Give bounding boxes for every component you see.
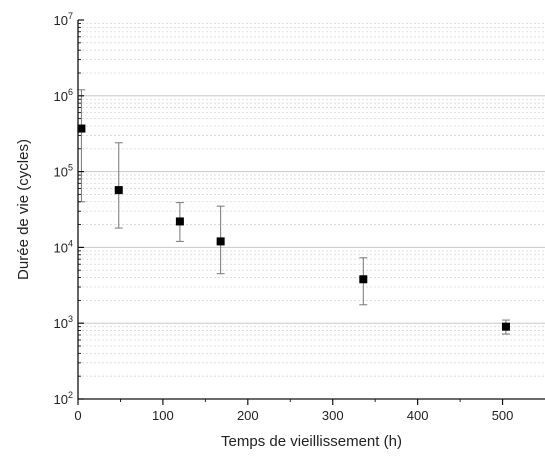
data-point xyxy=(501,322,510,331)
y-tick-label: 103 xyxy=(54,314,73,331)
y-tick-exponent: 7 xyxy=(68,11,73,21)
y-tick-base: 10 xyxy=(54,13,68,28)
y-tick-base: 10 xyxy=(54,240,68,255)
y-tick-label: 106 xyxy=(54,87,73,104)
y-tick-base: 10 xyxy=(54,392,68,407)
y-tick-label: 104 xyxy=(54,238,73,255)
x-tick-label: 100 xyxy=(152,408,174,423)
y-tick-base: 10 xyxy=(54,89,68,104)
data-point xyxy=(359,275,368,284)
y-tick-exponent: 2 xyxy=(68,390,73,400)
y-tick-exponent: 4 xyxy=(68,238,73,248)
x-tick-label: 400 xyxy=(407,408,429,423)
error-bar xyxy=(114,142,123,229)
data-point xyxy=(77,124,86,133)
data-point xyxy=(175,217,184,226)
y-tick-label: 107 xyxy=(54,11,73,28)
data-point xyxy=(216,237,225,246)
y-tick-base: 10 xyxy=(54,165,68,180)
x-tick-label: 200 xyxy=(237,408,259,423)
y-tick-label: 102 xyxy=(54,390,73,407)
y-axis-title: Durée de vie (cycles) xyxy=(15,139,32,280)
x-axis-title: Temps de vieillissement (h) xyxy=(221,433,402,450)
y-tick-base: 10 xyxy=(54,316,68,331)
data-point xyxy=(114,186,123,195)
y-tick-label: 105 xyxy=(54,163,73,180)
axes xyxy=(77,19,545,405)
y-tick-exponent: 3 xyxy=(68,314,73,324)
error-bars xyxy=(77,89,510,335)
grid xyxy=(78,23,545,377)
data-points xyxy=(77,124,510,331)
x-tick-label: 300 xyxy=(322,408,344,423)
y-tick-exponent: 6 xyxy=(68,87,73,97)
x-tick-label: 500 xyxy=(492,408,514,423)
x-tick-label: 0 xyxy=(74,408,81,423)
y-tick-exponent: 5 xyxy=(68,163,73,173)
